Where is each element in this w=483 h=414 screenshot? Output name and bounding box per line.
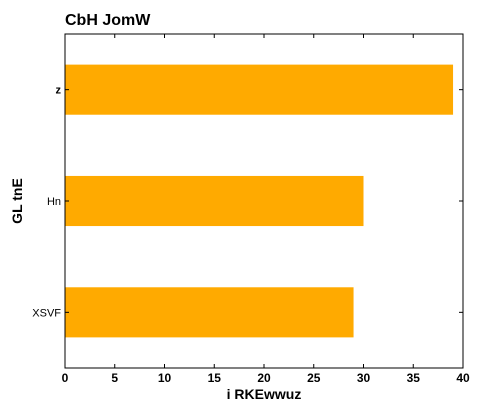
x-tick-label: 15 [208, 371, 222, 385]
x-axis-label: i RKEwwuz [227, 386, 302, 402]
y-axis-label: GL tnE [9, 178, 25, 224]
chart-title: CbH JomW [65, 12, 151, 29]
bar-z [65, 64, 454, 115]
y-axis-ticks: XSVF Hn z [32, 85, 463, 319]
x-tick-label: 20 [257, 371, 271, 385]
x-tick-label: 25 [307, 371, 321, 385]
bar-hn [65, 175, 364, 227]
y-tick-label: z [56, 85, 62, 97]
y-tick-label: Hn [47, 196, 61, 208]
x-tick-label: 40 [456, 371, 470, 385]
x-tick-label: 10 [158, 371, 172, 385]
x-axis-ticks: 0 5 10 15 20 25 30 35 40 [62, 34, 470, 385]
x-tick-label: 0 [62, 371, 69, 385]
y-tick-label: XSVF [32, 307, 61, 319]
x-tick-label: 35 [407, 371, 421, 385]
x-tick-label: 30 [357, 371, 371, 385]
bars-group [65, 64, 454, 338]
bar-xsvf [65, 287, 354, 338]
x-tick-label: 5 [111, 371, 118, 385]
